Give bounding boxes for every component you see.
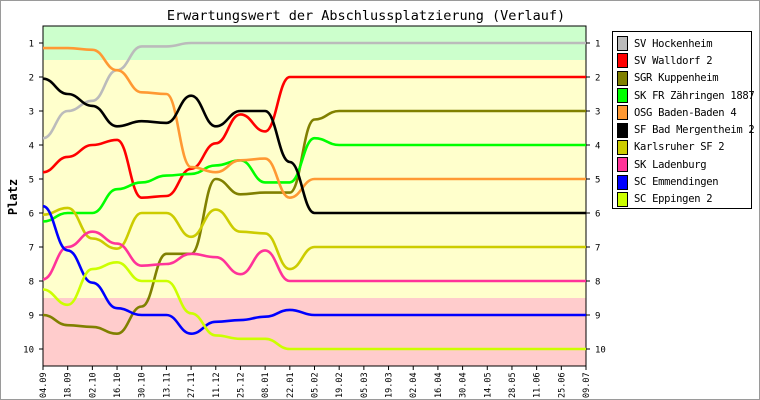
legend-swatch [617, 53, 628, 69]
y-tick-label-left: 1 [29, 40, 34, 50]
x-tick-label: 27.11 [187, 372, 197, 398]
y-tick-label-right: 10 [595, 346, 606, 356]
legend-label: SK FR Zähringen 1887 [634, 89, 755, 102]
y-tick-label-right: 3 [595, 108, 600, 118]
legend-label: SK Ladenburg [634, 158, 707, 171]
y-tick-label-left: 10 [23, 346, 34, 356]
series-lines [42, 41, 586, 351]
x-tick-label: 02.04 [409, 372, 419, 398]
legend-item: SK Ladenburg [617, 156, 751, 173]
x-tick-label: 11.12 [212, 372, 222, 398]
legend-swatch [617, 70, 628, 86]
legend-swatch [617, 174, 628, 190]
x-tick-label: 19.02 [335, 372, 345, 398]
x-tick-label: 25.12 [236, 372, 246, 398]
y-tick-label-right: 6 [595, 210, 600, 220]
legend-swatch [617, 88, 628, 104]
legend-swatch [617, 36, 628, 52]
x-tick-label: 08.01 [261, 372, 271, 398]
legend-swatch [617, 157, 628, 173]
x-tick-label: 05.02 [311, 372, 321, 398]
chart-title: Erwartungswert der Abschlussplatzierung … [167, 8, 565, 24]
y-tick-label-left: 5 [29, 176, 34, 186]
series-line-8 [42, 230, 586, 283]
x-tick-label: 16.04 [434, 372, 444, 398]
legend-label: SV Walldorf 2 [634, 54, 713, 67]
legend-label: SC Emmendingen [634, 176, 719, 189]
legend-label: OSG Baden-Baden 4 [634, 106, 737, 119]
x-tick-label: 16.10 [113, 372, 123, 398]
legend-item: Karlsruher SF 2 [617, 139, 751, 156]
y-tick-label-left: 9 [29, 312, 34, 322]
legend-label: SV Hockenheim [634, 37, 713, 50]
x-tick-label: 11.06 [533, 372, 543, 398]
legend-item: SF Bad Mergentheim 2 [617, 121, 755, 138]
x-tick-label: 04.09 [39, 372, 49, 398]
series-line-1 [42, 41, 586, 140]
series-line-10 [42, 261, 586, 351]
x-tick-label: 14.05 [483, 372, 493, 398]
legend-swatch [617, 139, 628, 155]
series-line-5 [42, 46, 586, 199]
chart-legend: SV Hockenheim SV Walldorf 2 SGR Kuppenheim… [612, 31, 755, 209]
series-line-7 [42, 206, 586, 271]
legend-item: OSG Baden-Baden 4 [617, 104, 751, 121]
series-line-4 [42, 136, 586, 223]
series-line-2 [42, 75, 586, 199]
y-tick-label-right: 5 [595, 176, 600, 186]
x-tick-label: 18.09 [64, 372, 74, 398]
legend-label: SGR Kuppenheim [634, 72, 719, 85]
legend-label: Karlsruher SF 2 [634, 141, 725, 154]
y-tick-label-left: 4 [29, 142, 34, 152]
band-abstieg [43, 298, 586, 366]
legend-label: SC Eppingen 2 [634, 193, 713, 206]
y-tick-label-left: 7 [29, 244, 34, 254]
series-line-9 [42, 204, 586, 335]
legend-item: SV Hockenheim [617, 35, 751, 52]
y-axis-label: Platz [6, 179, 20, 215]
x-tick-label: 05.03 [360, 372, 370, 398]
y-tick-label-right: 8 [595, 278, 600, 288]
x-tick-label: 22.01 [286, 372, 296, 398]
x-tick-label: 30.04 [459, 372, 469, 398]
y-tick-label-left: 2 [29, 74, 34, 84]
legend-item: SGR Kuppenheim [617, 70, 751, 87]
legend-label: SF Bad Mergentheim 2 [634, 124, 755, 137]
y-tick-label-right: 1 [595, 40, 600, 50]
x-tick-label: 25.06 [557, 372, 567, 398]
x-tick-label: 19.03 [385, 372, 395, 398]
y-tick-label-left: 6 [29, 210, 34, 220]
legend-swatch [617, 191, 628, 207]
y-tick-label-right: 7 [595, 244, 600, 254]
tick-labels: 1 1 2 2 3 3 4 4 5 5 6 6 7 7 8 8 9 9 10 10 04.09 18.09 02.10 16.… [23, 40, 606, 399]
legend-item: SC Emmendingen [617, 173, 751, 190]
y-tick-label-left: 8 [29, 278, 34, 288]
y-tick-label-left: 3 [29, 108, 34, 118]
y-tick-label-right: 9 [595, 312, 600, 322]
series-line-6 [42, 77, 586, 215]
y-tick-label-right: 4 [595, 142, 600, 152]
x-tick-label: 30.10 [138, 372, 148, 398]
x-tick-label: 28.05 [508, 372, 518, 398]
legend-item: SK FR Zähringen 1887 [617, 87, 755, 104]
legend-swatch [617, 122, 628, 138]
legend-item: SV Walldorf 2 [617, 52, 751, 69]
series-line-3 [42, 109, 586, 335]
legend-swatch [617, 105, 628, 121]
x-tick-label: 02.10 [88, 372, 98, 398]
y-tick-label-right: 2 [595, 74, 600, 84]
x-tick-label: 13.11 [162, 372, 172, 398]
legend-item: SC Eppingen 2 [617, 191, 751, 208]
x-tick-label: 09.07 [582, 372, 592, 398]
